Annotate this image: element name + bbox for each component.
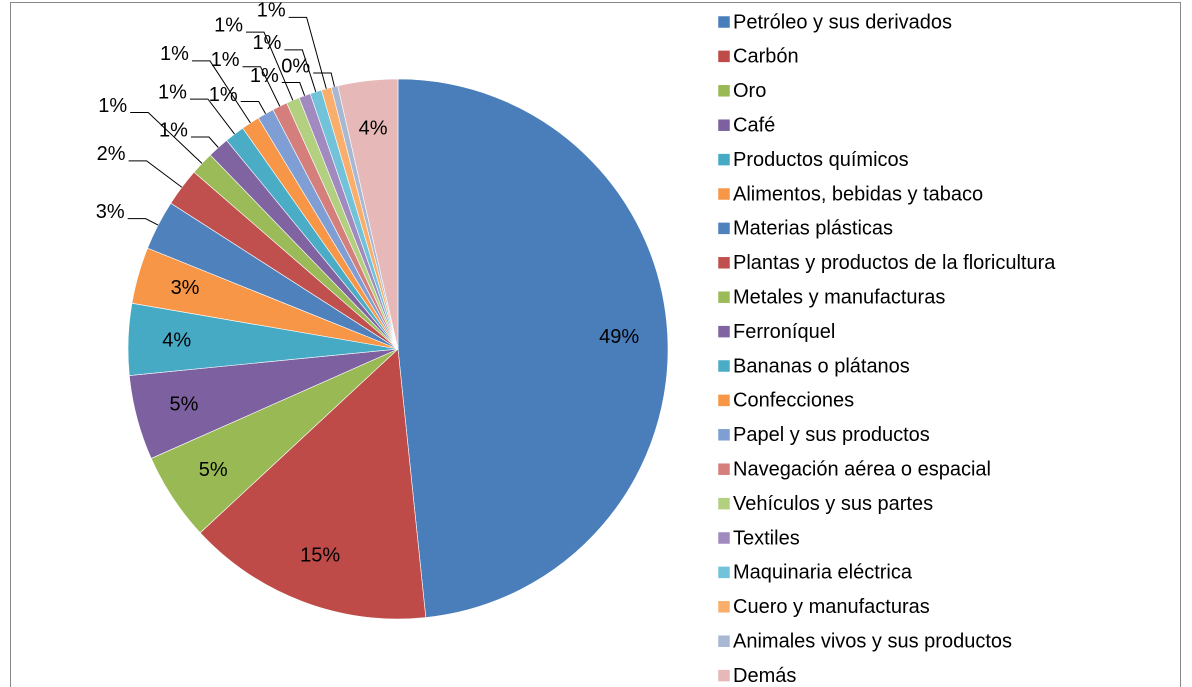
legend-swatch — [717, 325, 731, 338]
data-label: 5% — [199, 459, 228, 481]
leader-line — [127, 218, 159, 226]
leader-line — [281, 82, 306, 96]
data-label: 1% — [214, 14, 243, 36]
data-label: 1% — [257, 0, 286, 22]
legend-swatch — [717, 600, 731, 614]
leader-line — [313, 72, 335, 87]
legend-swatch — [717, 290, 731, 304]
legend-label: Plantas y productos de la floricultura — [733, 252, 1056, 274]
legend-label: Cuero y manufacturas — [733, 596, 930, 618]
legend-swatch — [717, 256, 731, 270]
legend-label: Textiles — [733, 527, 800, 549]
legend-swatch — [717, 394, 731, 407]
leader-line — [284, 49, 317, 92]
data-label: 3% — [96, 201, 125, 223]
pie-slice — [199, 348, 427, 620]
legend-label: Confecciones — [733, 390, 854, 412]
legend-swatch — [717, 462, 731, 476]
legend-label: Oro — [733, 80, 766, 102]
legend-swatch — [717, 222, 731, 235]
legend-label: Navegación aérea o espacial — [733, 458, 991, 480]
leader-line — [190, 136, 219, 148]
legend-swatch — [717, 634, 731, 648]
legend-swatch — [717, 531, 731, 545]
data-label: 15% — [300, 545, 340, 567]
legend-label: Productos químicos — [733, 149, 909, 171]
legend-swatch — [717, 359, 731, 373]
pie-slice — [397, 78, 669, 618]
legend-label: Petróleo y sus derivados — [733, 11, 952, 33]
legend-label: Papel y sus productos — [733, 424, 930, 446]
legend-label: Ferroníquel — [733, 321, 835, 343]
data-label: 1% — [98, 95, 127, 117]
leader-line — [189, 98, 235, 135]
leader-line — [288, 16, 327, 89]
data-label: 1% — [209, 84, 238, 106]
legend-label: Maquinaria eléctrica — [733, 562, 913, 584]
data-label: 4% — [162, 329, 191, 351]
data-label: 0% — [281, 55, 310, 77]
legend-swatch — [717, 566, 731, 579]
legend-swatch — [717, 428, 731, 442]
legend-label: Carbón — [733, 46, 799, 68]
data-label: 2% — [97, 143, 126, 165]
legend-label: Animales vivos y sus productos — [733, 630, 1012, 652]
legend-label: Vehículos y sus partes — [733, 493, 933, 515]
pie-slice — [337, 78, 399, 350]
data-label: 4% — [359, 117, 388, 139]
legend-swatch — [717, 669, 731, 682]
legend-swatch — [717, 187, 731, 201]
legend-label: Bananas o plátanos — [733, 355, 910, 377]
data-label: 5% — [169, 394, 198, 416]
legend-swatch — [717, 497, 731, 510]
legend-label: Alimentos, bebidas y tabaco — [733, 183, 983, 205]
leader-line — [240, 101, 267, 114]
leader-line — [242, 66, 281, 107]
legend-label: Demás — [733, 665, 796, 687]
legend-swatch — [717, 15, 731, 29]
data-label: 1% — [211, 49, 240, 71]
data-label: 1% — [250, 65, 279, 87]
leader-line — [130, 111, 203, 164]
leader-line — [128, 160, 183, 188]
legend-label: Café — [733, 114, 775, 136]
data-label: 1% — [159, 119, 188, 141]
data-label: 1% — [252, 32, 281, 54]
data-label: 1% — [158, 81, 187, 103]
data-label: 49% — [599, 326, 639, 348]
data-label: 3% — [171, 277, 200, 299]
leader-line — [246, 31, 294, 101]
legend-label: Materias plásticas — [733, 218, 893, 240]
data-label: 1% — [160, 43, 189, 65]
legend-label: Metales y manufacturas — [733, 286, 945, 308]
legend-swatch — [717, 153, 731, 166]
leader-line — [191, 60, 251, 124]
legend-swatch — [717, 118, 731, 132]
legend-swatch — [717, 84, 731, 98]
legend-swatch — [717, 50, 731, 63]
